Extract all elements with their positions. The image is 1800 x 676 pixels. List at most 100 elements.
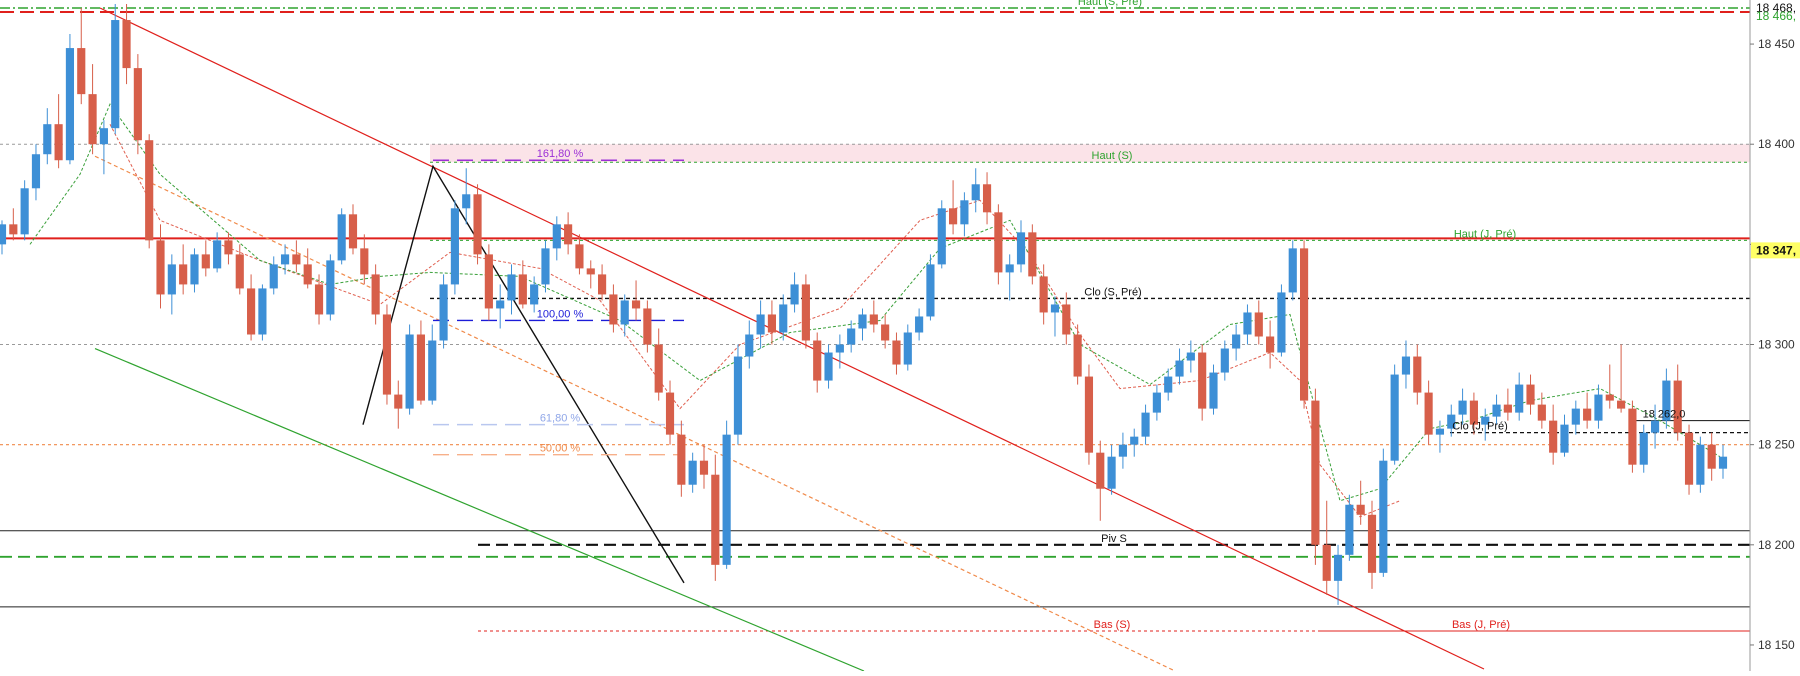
candle-37[interactable]: [416, 320, 426, 405]
candle-67[interactable]: [756, 300, 765, 349]
candle-84[interactable]: [949, 180, 958, 235]
candle-98[interactable]: [1107, 444, 1116, 495]
candle-28[interactable]: [314, 274, 324, 325]
candle-73[interactable]: [824, 344, 833, 389]
candle-16[interactable]: [179, 244, 188, 295]
candle-8[interactable]: [88, 64, 97, 155]
candle-128[interactable]: [1447, 404, 1456, 437]
candle-27[interactable]: [303, 248, 312, 289]
candle-1[interactable]: [9, 208, 18, 241]
candle-116[interactable]: [1311, 388, 1320, 565]
candle-76[interactable]: [858, 308, 867, 341]
candle-59[interactable]: [665, 380, 675, 445]
candle-68[interactable]: [767, 300, 776, 345]
candle-105[interactable]: [1186, 340, 1195, 373]
candle-15[interactable]: [167, 254, 176, 315]
candle-58[interactable]: [654, 328, 663, 401]
candle-51[interactable]: [575, 234, 584, 275]
candle-69[interactable]: [779, 294, 788, 341]
candle-85[interactable]: [960, 192, 969, 237]
candle-136[interactable]: [1537, 392, 1546, 429]
candle-103[interactable]: [1164, 368, 1173, 401]
candle-77[interactable]: [869, 300, 878, 333]
candle-122[interactable]: [1379, 448, 1388, 577]
candle-10[interactable]: [111, 4, 120, 135]
candle-75[interactable]: [847, 320, 856, 353]
candle-135[interactable]: [1526, 374, 1535, 415]
candle-63[interactable]: [711, 454, 720, 581]
candle-141[interactable]: [1594, 384, 1603, 429]
candle-44[interactable]: [496, 284, 505, 329]
candle-62[interactable]: [699, 444, 709, 489]
candle-32[interactable]: [360, 234, 369, 285]
candle-91[interactable]: [1028, 224, 1037, 285]
candle-112[interactable]: [1266, 320, 1275, 369]
candle-125[interactable]: [1413, 344, 1422, 405]
candle-38[interactable]: [428, 324, 437, 405]
candle-21[interactable]: [235, 244, 244, 295]
candle-100[interactable]: [1130, 428, 1139, 457]
candle-93[interactable]: [1050, 296, 1060, 337]
candle-113[interactable]: [1277, 284, 1286, 357]
candle-50[interactable]: [564, 212, 573, 255]
candle-120[interactable]: [1356, 480, 1365, 525]
candle-104[interactable]: [1175, 348, 1184, 385]
candle-11[interactable]: [122, 4, 131, 85]
candle-66[interactable]: [745, 320, 754, 369]
candle-97[interactable]: [1096, 440, 1105, 521]
candle-29[interactable]: [326, 254, 335, 321]
candle-87[interactable]: [982, 172, 992, 225]
candle-118[interactable]: [1333, 544, 1343, 605]
candle-102[interactable]: [1152, 384, 1161, 421]
candle-88[interactable]: [994, 204, 1003, 285]
candle-19[interactable]: [213, 232, 222, 273]
candle-140[interactable]: [1583, 392, 1592, 429]
candle-49[interactable]: [552, 216, 561, 261]
candle-20[interactable]: [224, 232, 233, 265]
candle-30[interactable]: [337, 208, 346, 265]
candle-78[interactable]: [881, 314, 890, 349]
candle-144[interactable]: [1628, 400, 1637, 473]
candle-34[interactable]: [382, 304, 392, 405]
candle-17[interactable]: [190, 248, 199, 293]
candle-9[interactable]: [99, 120, 108, 175]
candle-137[interactable]: [1549, 404, 1558, 465]
candle-79[interactable]: [892, 332, 901, 375]
candle-22[interactable]: [247, 274, 256, 341]
candle-24[interactable]: [269, 256, 278, 295]
candle-131[interactable]: [1481, 408, 1490, 441]
candle-31[interactable]: [348, 204, 358, 255]
candle-14[interactable]: [156, 224, 165, 309]
candle-152[interactable]: [1718, 444, 1728, 479]
candle-3[interactable]: [31, 144, 41, 201]
candle-39[interactable]: [439, 274, 448, 349]
candle-72[interactable]: [813, 332, 822, 393]
candle-92[interactable]: [1039, 264, 1048, 325]
candle-4[interactable]: [43, 108, 52, 165]
candle-35[interactable]: [394, 380, 403, 429]
candle-83[interactable]: [937, 200, 946, 269]
candle-5[interactable]: [54, 94, 63, 169]
candle-143[interactable]: [1617, 344, 1626, 413]
candle-111[interactable]: [1254, 300, 1263, 345]
candle-147[interactable]: [1662, 368, 1671, 429]
candle-55[interactable]: [620, 294, 629, 337]
candle-13[interactable]: [145, 134, 154, 249]
candle-71[interactable]: [801, 274, 810, 349]
candle-94[interactable]: [1062, 292, 1071, 345]
candle-23[interactable]: [258, 284, 267, 341]
candle-60[interactable]: [677, 420, 686, 497]
candle-46[interactable]: [518, 260, 527, 309]
candle-132[interactable]: [1492, 394, 1501, 425]
candle-82[interactable]: [926, 254, 935, 321]
orange-parallel-line[interactable]: [94, 155, 1176, 672]
candle-126[interactable]: [1424, 380, 1433, 445]
candle-42[interactable]: [473, 184, 482, 265]
candle-89[interactable]: [1005, 254, 1014, 301]
candle-25[interactable]: [280, 244, 290, 275]
candle-127[interactable]: [1435, 420, 1445, 453]
candle-18[interactable]: [201, 240, 210, 277]
candle-56[interactable]: [631, 280, 641, 321]
candle-133[interactable]: [1503, 388, 1512, 421]
